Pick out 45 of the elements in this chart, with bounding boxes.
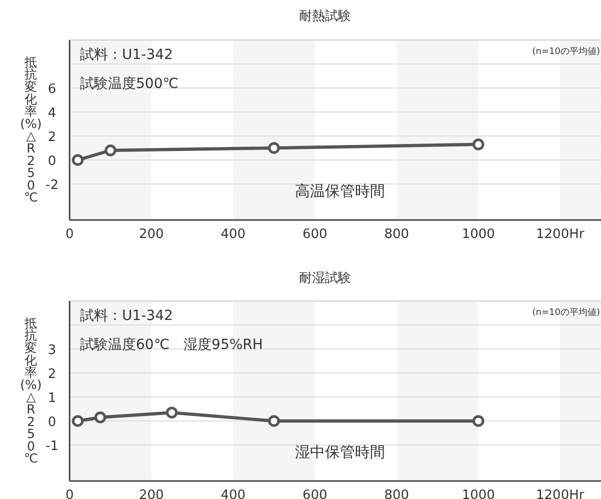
point xyxy=(94,412,106,424)
x-tick-label: 400 xyxy=(220,488,246,499)
y-tick-label: 2 xyxy=(48,367,56,382)
x-tick-label: 1000 xyxy=(462,488,495,499)
point xyxy=(72,154,84,166)
chart-title: 耐湿試験 xyxy=(299,271,351,286)
y-tick-label: 4 xyxy=(48,106,56,121)
text: 抵抗変化率(%)△R250℃ xyxy=(20,54,42,205)
point xyxy=(268,142,280,154)
x-axis-title: 高温保管時間 xyxy=(295,182,385,200)
point xyxy=(472,138,484,150)
point xyxy=(472,415,484,427)
x-tick-label: 1200Hr xyxy=(536,227,585,242)
y-tick-label: 6 xyxy=(48,82,56,97)
x-tick-label: 200 xyxy=(138,488,164,499)
annotation: 試料：U1-342 xyxy=(80,308,173,324)
annotation: 試料：U1-342 xyxy=(80,47,173,63)
point xyxy=(72,415,84,427)
x-tick-label: 800 xyxy=(384,227,410,242)
y-tick-label: 3 xyxy=(48,343,56,358)
y-tick-label: 0 xyxy=(48,154,56,169)
x-tick-label: 1200Hr xyxy=(536,488,585,499)
y-tick-label: 2 xyxy=(48,130,56,145)
x-tick-label: 200 xyxy=(138,227,164,242)
x-tick-label: 600 xyxy=(302,227,328,242)
x-axis-title: 湿中保管時間 xyxy=(295,443,385,461)
y-tick-label: -1 xyxy=(46,439,58,454)
chart-title: 耐熱試験 xyxy=(299,9,351,24)
annotation: 試験温度500℃ xyxy=(80,76,178,92)
x-tick-label: 0 xyxy=(65,488,74,499)
point xyxy=(268,415,280,427)
x-tick-label: 400 xyxy=(220,227,246,242)
annotation: 試験温度60℃ 湿度95%RH xyxy=(80,337,263,353)
annotation: (n=10の平均値) xyxy=(532,46,600,57)
x-tick-label: 600 xyxy=(302,488,328,499)
x-tick-label: 0 xyxy=(65,227,74,242)
y-tick-label: 1 xyxy=(48,391,56,406)
y-tick-label: -2 xyxy=(46,178,58,193)
annotation: (n=10の平均値) xyxy=(532,307,600,318)
x-tick-label: 1000 xyxy=(462,227,495,242)
point xyxy=(104,144,116,156)
x-tick-label: 800 xyxy=(384,488,410,499)
y-tick-label: 0 xyxy=(48,415,56,430)
text: 抵抗変化率(%)△R250℃ xyxy=(20,315,42,466)
point xyxy=(166,406,178,418)
